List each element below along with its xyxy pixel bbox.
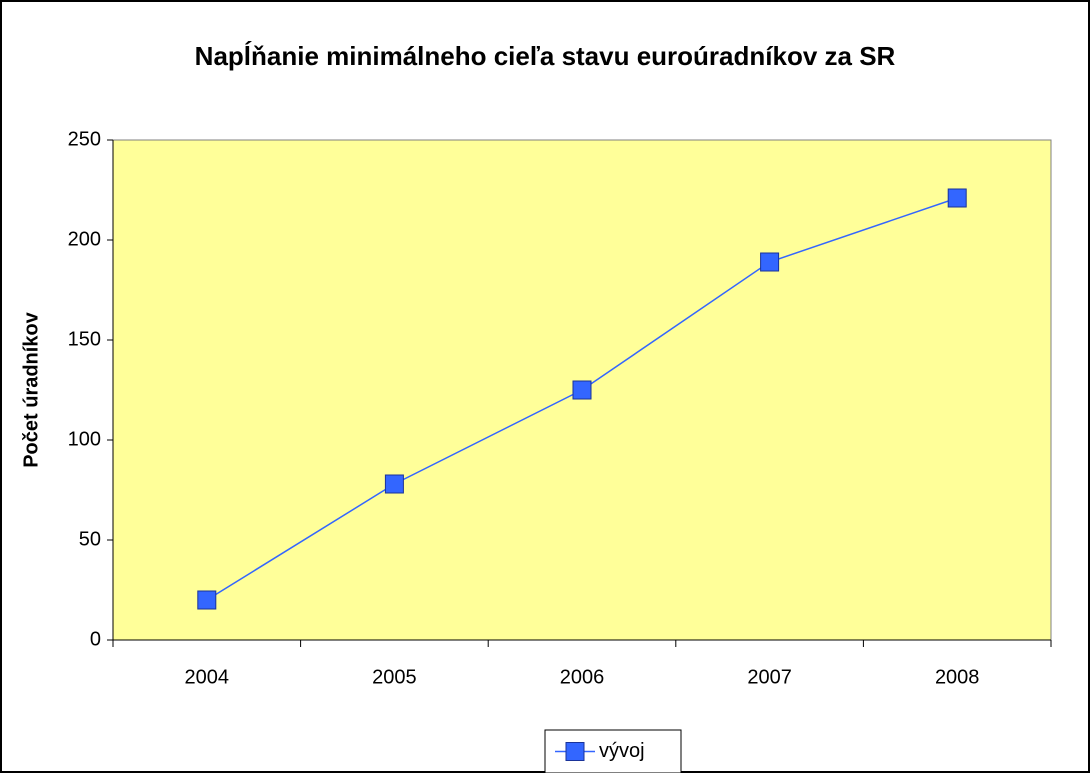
x-tick-label: 2005 — [372, 666, 417, 688]
legend-marker — [565, 742, 585, 761]
marker — [197, 590, 217, 610]
y-tick-label: 50 — [79, 528, 101, 550]
x-tick-label: 2004 — [185, 666, 230, 688]
y-axis-label: Počet úradníkov — [20, 311, 42, 467]
x-tick-label: 2007 — [747, 666, 792, 688]
y-tick-label: 150 — [68, 328, 101, 350]
y-tick-label: 100 — [68, 428, 101, 450]
y-tick-label: 200 — [68, 228, 101, 250]
marker — [947, 188, 967, 208]
marker — [384, 474, 404, 494]
y-tick-label: 0 — [90, 628, 101, 650]
y-tick-label: 250 — [68, 128, 101, 150]
x-tick-label: 2006 — [560, 666, 605, 688]
legend-label: vývoj — [599, 740, 645, 762]
x-tick-label: 2008 — [935, 666, 980, 688]
marker — [572, 380, 592, 400]
marker — [760, 252, 780, 272]
chart-title: Napĺňanie minimálneho cieľa stavu euroúr… — [195, 41, 896, 71]
